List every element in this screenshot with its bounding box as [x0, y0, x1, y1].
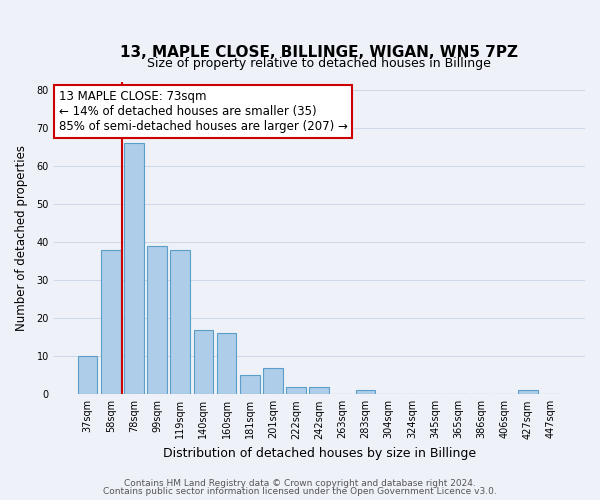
- Bar: [194, 330, 213, 394]
- Bar: [356, 390, 376, 394]
- Title: 13, MAPLE CLOSE, BILLINGE, WIGAN, WN5 7PZ: 13, MAPLE CLOSE, BILLINGE, WIGAN, WN5 7P…: [120, 45, 518, 60]
- Bar: [217, 334, 236, 394]
- Bar: [170, 250, 190, 394]
- Bar: [101, 250, 121, 394]
- Bar: [286, 386, 306, 394]
- Text: Contains HM Land Registry data © Crown copyright and database right 2024.: Contains HM Land Registry data © Crown c…: [124, 478, 476, 488]
- Y-axis label: Number of detached properties: Number of detached properties: [15, 145, 28, 331]
- Text: 13 MAPLE CLOSE: 73sqm
← 14% of detached houses are smaller (35)
85% of semi-deta: 13 MAPLE CLOSE: 73sqm ← 14% of detached …: [59, 90, 348, 133]
- X-axis label: Distribution of detached houses by size in Billinge: Distribution of detached houses by size …: [163, 447, 476, 460]
- Text: Contains public sector information licensed under the Open Government Licence v3: Contains public sector information licen…: [103, 487, 497, 496]
- Bar: [263, 368, 283, 394]
- Bar: [124, 143, 144, 395]
- Bar: [310, 386, 329, 394]
- Bar: [240, 376, 260, 394]
- Text: Size of property relative to detached houses in Billinge: Size of property relative to detached ho…: [148, 56, 491, 70]
- Bar: [78, 356, 97, 395]
- Bar: [147, 246, 167, 394]
- Bar: [518, 390, 538, 394]
